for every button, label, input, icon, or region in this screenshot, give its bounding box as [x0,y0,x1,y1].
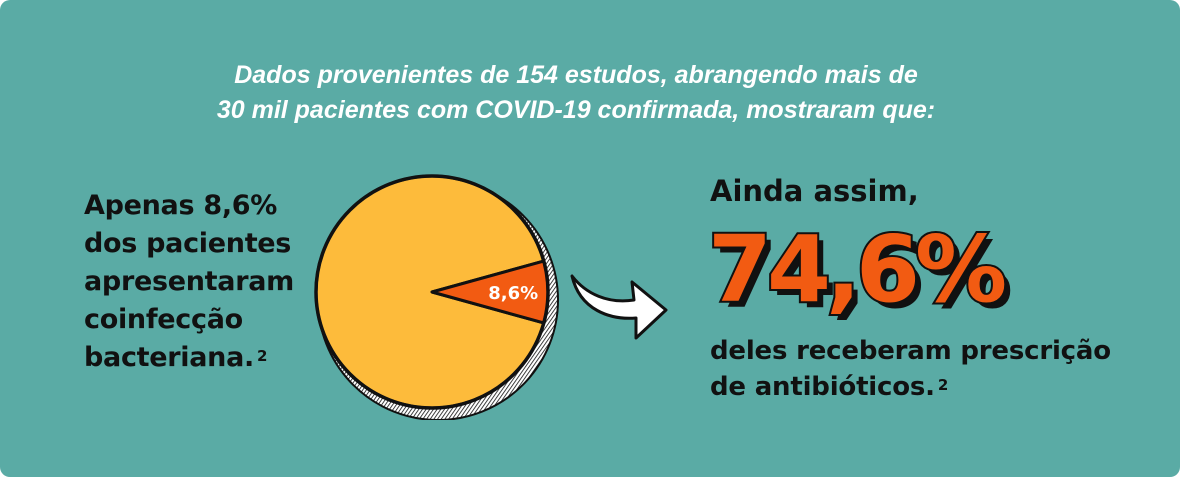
left-line-1: Apenas 8,6% [84,190,278,221]
pie-slice-label: 8,6% [488,283,538,304]
left-line-4: coinfecção [84,304,243,335]
left-line-2: dos pacientes [84,228,292,259]
right-line-1: deles receberam prescrição [710,336,1111,366]
right-statement: deles receberam prescrição de antibiótic… [710,333,1150,405]
left-statement: Apenas 8,6% dos pacientes apresentaram c… [84,187,314,377]
right-arrow-icon [570,274,668,340]
big-percentage-graphic: 74,6% 74,6% [706,214,1016,329]
left-line-3: apresentaram [84,266,294,297]
big-percentage-value: 74,6% [708,216,1005,320]
left-line-5: bacteriana. 2 [84,339,314,377]
headline-line-2: 30 mil pacientes com COVID-19 confirmada… [216,96,936,124]
big-percentage-shadow: 74,6% [714,222,1011,320]
right-line-2: de antibióticos. 2 [710,369,1150,405]
arrow-container [560,262,680,352]
headline: Dados provenientes de 154 estudos, abran… [0,58,1152,128]
headline-line-1: Dados provenientes de 154 estudos, abran… [234,61,918,89]
left-line-5-text: bacteriana. [84,342,254,373]
left-reference-marker: 2 [256,347,268,365]
right-line-2-text: de antibióticos. [710,372,935,402]
pie-chart-container: 8,6% [300,165,580,421]
right-intro-text: Ainda assim, [710,174,919,208]
pie-chart: 8,6% [314,174,559,421]
pie-outline [314,174,550,410]
big-percentage-container: 74,6% 74,6% [700,214,1020,329]
right-reference-marker: 2 [937,376,949,394]
